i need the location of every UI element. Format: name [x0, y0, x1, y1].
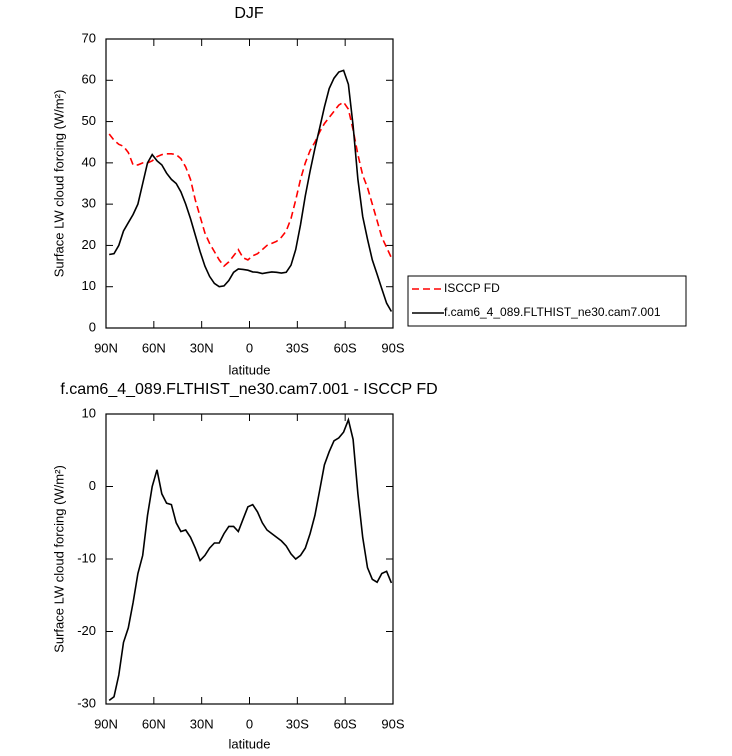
y-tick-label: 0: [89, 319, 96, 334]
y-axis-label: Surface LW cloud forcing (W/m²): [51, 465, 66, 653]
legend-box: [407, 275, 687, 327]
x-tick-label: 60N: [142, 340, 166, 355]
data-line: [108, 101, 393, 268]
y-tick-label: 10: [82, 278, 96, 293]
y-tick-label: 0: [89, 478, 96, 493]
y-tick-label: 60: [82, 72, 96, 87]
legend-label: ISCCP FD: [444, 281, 500, 295]
x-tick-label: 30S: [286, 716, 309, 731]
x-tick-label: 0: [246, 716, 253, 731]
x-tick-label: 60N: [142, 716, 166, 731]
x-tick-label: 90S: [381, 340, 404, 355]
y-tick-label: -10: [77, 550, 96, 565]
x-tick-label: 90N: [94, 716, 118, 731]
x-tick-label: 60S: [334, 716, 357, 731]
y-tick-label: 30: [82, 196, 96, 211]
y-tick-label: 20: [82, 237, 96, 252]
x-tick-label: 90S: [381, 716, 404, 731]
x-tick-label: 90N: [94, 340, 118, 355]
plot-frame: [105, 413, 394, 705]
y-tick-label: 10: [82, 405, 96, 420]
y-tick-label: 70: [82, 30, 96, 45]
data-line: [109, 69, 393, 312]
plot-frame: [105, 38, 394, 329]
x-tick-label: 30N: [190, 340, 214, 355]
y-tick-label: -30: [77, 695, 96, 710]
chart-title: DJF: [234, 5, 264, 22]
y-tick-label: -20: [77, 623, 96, 638]
legend-label: f.cam6_4_089.FLTHIST_ne30.cam7.001: [444, 305, 661, 319]
y-tick-label: 50: [82, 113, 96, 128]
chart-title: f.cam6_4_089.FLTHIST_ne30.cam7.001 - ISC…: [60, 381, 437, 398]
data-line: [108, 417, 393, 702]
x-tick-label: 0: [246, 340, 253, 355]
y-axis-label: Surface LW cloud forcing (W/m²): [51, 90, 66, 278]
x-tick-label: 60S: [334, 340, 357, 355]
x-tick-label: 30S: [286, 340, 309, 355]
y-tick-label: 40: [82, 154, 96, 169]
x-axis-label: latitude: [229, 736, 271, 751]
x-tick-label: 30N: [190, 716, 214, 731]
x-axis-label: latitude: [229, 362, 271, 377]
